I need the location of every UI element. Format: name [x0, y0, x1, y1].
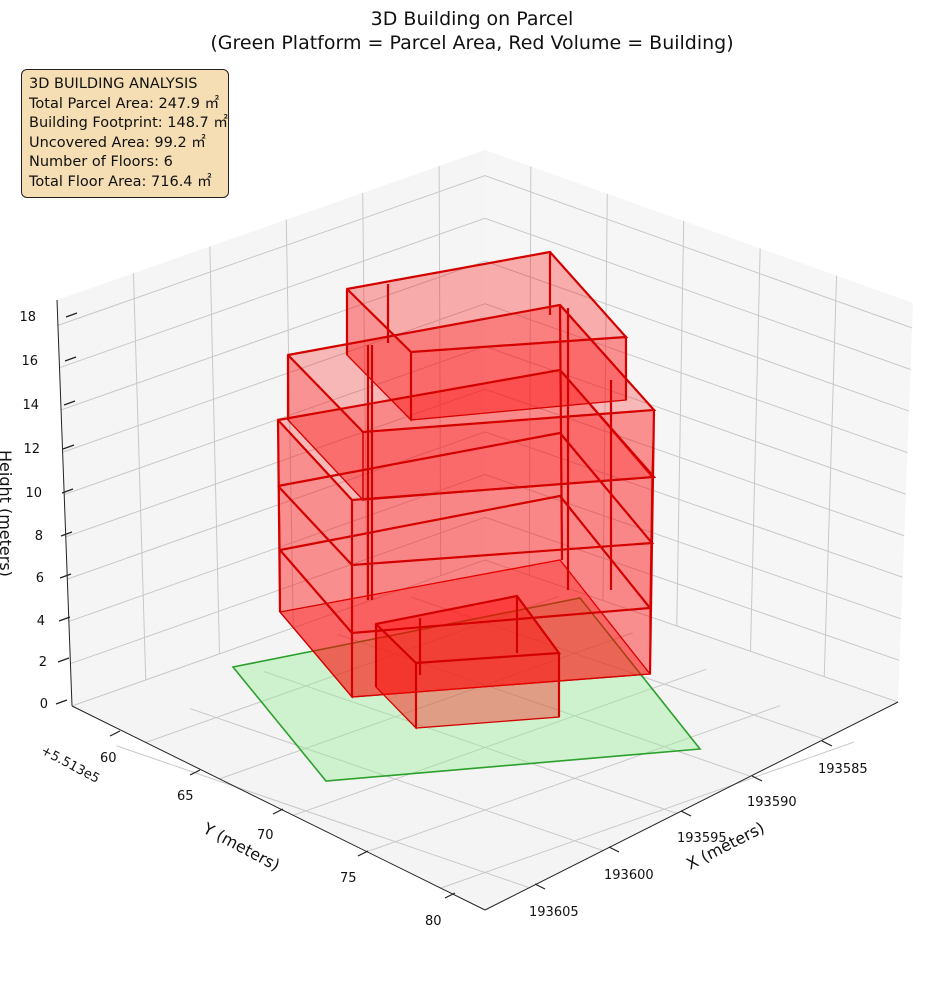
floor-edge — [558, 304, 564, 561]
info-floors: Number of Floors: 6 — [29, 154, 173, 170]
y-gridline — [285, 219, 294, 628]
floor-edge — [648, 409, 656, 675]
building-volume — [276, 250, 657, 730]
x-tick — [534, 883, 546, 890]
z-tick — [55, 699, 68, 705]
y-gridline — [132, 273, 147, 680]
y-axis-label: Y (meters) — [199, 818, 283, 875]
z-tick-label: 16 — [21, 354, 38, 369]
y-tick — [189, 769, 201, 776]
z-gridline — [68, 474, 902, 622]
y-gridline — [366, 705, 781, 853]
z-tick-label: 6 — [36, 571, 44, 586]
z-tick-labels: 0 2 4 6 8 10 12 14 16 18 — [19, 310, 48, 712]
z-tick — [62, 444, 75, 450]
z-tick — [65, 312, 78, 318]
y-tick-label: 80 — [425, 914, 442, 929]
x-gridline — [676, 221, 685, 626]
y-axis-line — [71, 705, 486, 911]
chart-title-line2: (Green Platform = Parcel Area, Red Volum… — [210, 32, 733, 54]
y-tick-label: 60 — [100, 751, 117, 766]
x-axis-line — [484, 701, 899, 911]
y-gridline — [209, 246, 220, 654]
z-tick — [57, 657, 70, 663]
z-gridline — [60, 260, 910, 412]
x-tick — [608, 846, 620, 853]
y-tick-labels: 60 65 70 75 80 — [100, 751, 442, 929]
axis-lines — [56, 299, 899, 911]
y-tick — [272, 808, 284, 815]
info-footprint: Building Footprint: 148.7 ㎡ — [29, 115, 228, 131]
x-tick — [821, 740, 833, 747]
y-gridline — [219, 632, 633, 780]
z-tick — [58, 616, 71, 622]
z-tick-label: 10 — [25, 486, 42, 501]
y-gridline — [440, 741, 854, 889]
z-tick-label: 14 — [22, 398, 39, 413]
x-tick-label: 193600 — [604, 868, 654, 883]
right-pane — [485, 150, 913, 702]
floor-edge — [276, 419, 282, 613]
x-tick-label: 193590 — [747, 795, 797, 810]
y-tick — [444, 892, 456, 899]
left-pane — [57, 150, 485, 706]
z-tick — [60, 531, 73, 537]
x-gridline — [337, 633, 751, 777]
y-tick — [109, 730, 121, 737]
y-tick-label: 70 — [257, 828, 274, 843]
x-tick-label: 193605 — [529, 905, 579, 920]
x-gridline — [602, 193, 608, 601]
z-tick-label: 4 — [37, 614, 45, 629]
building-analysis-box: 3D BUILDING ANALYSIS Total Parcel Area: … — [21, 69, 229, 198]
z-gridline — [59, 217, 911, 370]
z-gridline — [62, 303, 908, 454]
z-tick — [64, 356, 77, 362]
axis-panes — [57, 150, 913, 910]
z-tick-label: 0 — [40, 697, 48, 712]
building-face — [415, 652, 560, 729]
x-tick — [680, 810, 692, 817]
z-gridline — [70, 516, 900, 665]
x-tick-label: 193585 — [818, 762, 868, 777]
info-floor-area: Total Floor Area: 716.4 ㎡ — [29, 173, 212, 190]
x-tick — [751, 775, 763, 782]
z-gridline — [71, 559, 899, 707]
x-tick-label: 193595 — [677, 831, 727, 846]
z-axis-label: Height (meters) — [0, 450, 15, 577]
y-gridline — [293, 668, 707, 816]
gridlines — [57, 166, 913, 889]
y-tick-label: 65 — [177, 789, 194, 804]
z-tick — [59, 573, 72, 579]
y-gridline — [438, 166, 442, 576]
y-tick — [357, 850, 369, 857]
z-tick-label: 2 — [39, 655, 47, 670]
x-gridline — [411, 596, 825, 740]
z-tick-label: 12 — [23, 442, 40, 457]
y-offset-label: +5.513e5 — [38, 743, 102, 786]
x-gridline — [823, 275, 838, 677]
x-tick-labels: 193585 193590 193595 193600 193605 — [529, 762, 868, 920]
z-gridline — [67, 431, 903, 580]
x-gridline — [116, 745, 530, 889]
chart-title-line1: 3D Building on Parcel — [371, 8, 574, 30]
info-uncovered-area: Uncovered Area: 99.2 ㎡ — [29, 134, 206, 151]
info-heading: 3D BUILDING ANALYSIS — [29, 76, 198, 92]
z-tick-label: 8 — [35, 529, 43, 544]
info-parcel-area: Total Parcel Area: 247.9 ㎡ — [29, 95, 220, 112]
x-gridline — [263, 670, 677, 814]
x-gridline — [528, 166, 532, 576]
z-axis-line — [56, 299, 73, 707]
floor-pane — [72, 560, 898, 910]
z-gridline — [65, 388, 905, 538]
axis-ticks — [55, 312, 833, 899]
z-gridline — [57, 175, 913, 329]
x-gridline — [750, 248, 761, 652]
x-gridline — [189, 708, 604, 852]
y-tick-label: 75 — [340, 871, 357, 886]
z-tick — [63, 400, 76, 406]
parcel-platform — [231, 597, 702, 782]
z-tick — [61, 488, 74, 494]
z-tick-label: 18 — [19, 310, 36, 325]
